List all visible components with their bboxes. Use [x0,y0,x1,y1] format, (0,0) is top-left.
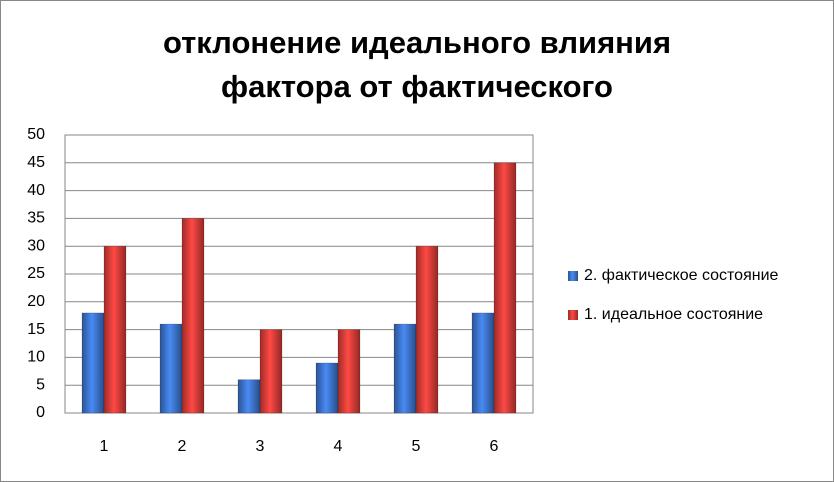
legend-swatch [568,310,578,320]
y-tick-label: 25 [27,265,45,282]
y-tick-label: 40 [27,182,45,199]
bar [471,312,495,414]
x-tick-label: 5 [412,438,421,455]
x-tick-label: 1 [100,438,109,455]
y-tick-label: 10 [27,349,45,366]
y-tick-label: 0 [36,404,45,421]
y-tick-label: 30 [27,237,45,254]
legend-label: 1. идеальное состояние [584,306,763,323]
y-tick-label: 15 [27,321,45,338]
x-tick-label: 6 [490,438,499,455]
bar [337,329,361,414]
bar [315,362,339,414]
x-tick-label: 4 [334,438,343,455]
bar [259,329,283,414]
x-tick-label: 3 [256,438,265,455]
y-tick-label: 50 [27,126,45,143]
bar [493,162,517,414]
legend-swatch [568,271,578,281]
bar [81,312,105,414]
y-tick-label: 45 [27,154,45,171]
legend-label: 2. фактическое состояние [584,267,779,284]
bar [393,323,417,414]
x-tick-label: 2 [178,438,187,455]
bar [103,245,127,414]
y-tick-label: 20 [27,293,45,310]
bar [159,323,183,414]
y-tick-label: 5 [36,376,45,393]
bar [181,217,205,414]
bar [415,245,439,414]
chart-title: отклонение идеального влияния [163,25,671,60]
bar [237,379,261,414]
y-tick-label: 35 [27,210,45,227]
chart-title: фактора от фактического [221,69,613,104]
